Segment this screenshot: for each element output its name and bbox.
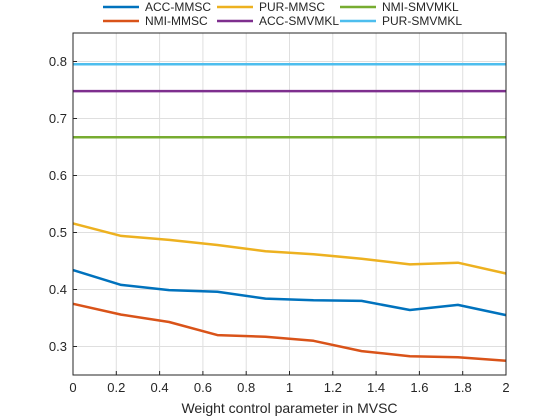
legend-entry-acc-mmsc: ACC-MMSC bbox=[145, 0, 211, 14]
y-tick-label: 0.8 bbox=[49, 54, 67, 69]
x-axis-label: Weight control parameter in MVSC bbox=[181, 400, 397, 416]
x-tick-label: 2 bbox=[502, 380, 509, 395]
x-tick-label: 1.6 bbox=[410, 380, 428, 395]
x-tick-label: 1.8 bbox=[454, 380, 472, 395]
y-tick-label: 0.3 bbox=[49, 339, 67, 354]
legend-entry-nmi-mmsc: NMI-MMSC bbox=[145, 14, 208, 28]
x-tick-label: 1 bbox=[286, 380, 293, 395]
x-tick-label: 1.2 bbox=[324, 380, 342, 395]
x-tick-label: 0.2 bbox=[107, 380, 125, 395]
legend-entry-pur-mmsc: PUR-MMSC bbox=[259, 0, 325, 14]
series-line-acc-mmsc bbox=[72, 268, 507, 317]
x-tick-label: 0.4 bbox=[151, 380, 169, 395]
grid bbox=[72, 33, 507, 375]
y-tick-label: 0.7 bbox=[49, 111, 67, 126]
series-line-nmi-mmsc bbox=[72, 302, 507, 363]
legend-entry-pur-smvmkl: PUR-SMVMKL bbox=[382, 14, 462, 28]
y-tick-label: 0.6 bbox=[49, 168, 67, 183]
y-tick-label: 0.5 bbox=[49, 225, 67, 240]
x-tick-label: 0.6 bbox=[194, 380, 212, 395]
legend: ACC-MMSC PUR-MMSC NMI-SMVMKL NMI-MMSC ACC-SM… bbox=[103, 0, 462, 28]
y-axis: 0.3 0.4 0.5 0.6 0.7 0.8 bbox=[49, 54, 77, 354]
series-layer bbox=[72, 63, 507, 363]
x-tick-label: 0 bbox=[69, 380, 76, 395]
legend-entry-acc-smvmkl: ACC-SMVMKL bbox=[259, 14, 339, 28]
x-axis: 0 0.2 0.4 0.6 0.8 1 1.2 1.4 1.6 1.8 2 bbox=[69, 371, 510, 395]
series-line-pur-mmsc bbox=[72, 222, 507, 275]
x-tick-label: 0.8 bbox=[237, 380, 255, 395]
legend-entry-nmi-smvmkl: NMI-SMVMKL bbox=[382, 0, 459, 14]
y-tick-label: 0.4 bbox=[49, 282, 67, 297]
x-tick-label: 1.4 bbox=[367, 380, 385, 395]
